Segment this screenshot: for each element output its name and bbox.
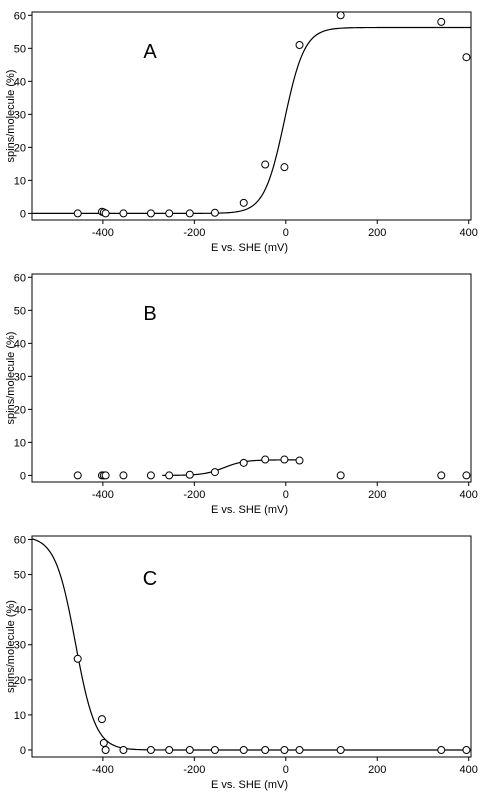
y-tick-label: 20	[14, 142, 26, 154]
y-tick-label: 0	[20, 470, 26, 482]
data-point	[437, 745, 446, 754]
data-point	[185, 470, 194, 479]
data-point	[119, 471, 128, 480]
y-tick-label: 30	[14, 109, 26, 121]
data-point	[336, 11, 345, 20]
data-point	[261, 160, 270, 169]
data-point	[99, 738, 108, 747]
y-tick-label: 0	[20, 745, 26, 757]
data-point	[462, 471, 471, 480]
data-point	[146, 471, 155, 480]
panel-c: -400 -200 0 200 400 0 10 20 30 40 50 60 E vs. SHE (m…	[5, 535, 478, 791]
fit-curve	[162, 459, 300, 476]
data-point	[73, 471, 82, 480]
y-axis-label: spins/molecule (%)	[5, 70, 17, 163]
data-point	[119, 745, 128, 754]
data-point	[210, 208, 219, 217]
y-tick-label: 40	[14, 605, 26, 617]
data-point	[165, 209, 174, 218]
x-tick-label: -400	[92, 764, 114, 776]
x-tick-label: 0	[283, 764, 289, 776]
data-point	[239, 458, 248, 467]
data-point	[336, 745, 345, 754]
plot-frame	[31, 535, 472, 758]
x-tick-label: 200	[368, 764, 386, 776]
data-point	[280, 455, 289, 464]
y-tick-label: 60	[14, 535, 26, 547]
y-tick-label: 20	[14, 675, 26, 687]
x-tick-label: -200	[183, 227, 205, 239]
y-tick-label: 60	[14, 272, 26, 284]
data-point	[239, 745, 248, 754]
y-tick-label: 10	[14, 175, 26, 187]
x-tick-label: -200	[183, 764, 205, 776]
data-point	[437, 17, 446, 26]
fit-curve	[31, 538, 471, 751]
data-point	[165, 471, 174, 480]
y-tick-label: 50	[14, 305, 26, 317]
x-tick-label: -400	[92, 227, 114, 239]
plot-frame	[31, 11, 472, 221]
data-point	[146, 745, 155, 754]
data-point	[437, 471, 446, 480]
data-point	[101, 471, 110, 480]
data-point	[336, 471, 345, 480]
plot-frame	[31, 273, 472, 483]
data-point	[295, 41, 304, 50]
y-tick-label: 40	[14, 338, 26, 350]
data-point	[210, 745, 219, 754]
y-tick-label: 30	[14, 371, 26, 383]
panel-a: -400 -200 0 200 400 0 10 20 30 40 50 60 E vs. SHE (m…	[5, 10, 478, 254]
y-axis-label: spins/molecule (%)	[5, 332, 17, 425]
data-point	[185, 745, 194, 754]
data-point	[165, 745, 174, 754]
y-tick-label: 30	[14, 640, 26, 652]
x-axis-label: E vs. SHE (mV)	[211, 779, 288, 791]
y-tick-label: 40	[14, 76, 26, 88]
panel-label: B	[143, 303, 156, 325]
x-tick-label: 0	[283, 227, 289, 239]
x-tick-label: -400	[92, 489, 114, 501]
data-point	[462, 53, 471, 62]
data-point	[280, 745, 289, 754]
data-point	[239, 198, 248, 207]
data-point	[210, 468, 219, 477]
data-point	[280, 163, 289, 172]
fit-curve	[32, 26, 471, 214]
y-tick-label: 60	[14, 10, 26, 22]
data-point	[185, 209, 194, 218]
data-point	[146, 209, 155, 218]
y-tick-label: 10	[14, 710, 26, 722]
data-point	[261, 455, 270, 464]
y-tick-label: 50	[14, 43, 26, 55]
y-axis-label: spins/molecule (%)	[5, 600, 17, 693]
data-point	[462, 745, 471, 754]
data-point	[73, 209, 82, 218]
y-tick-label: 20	[14, 404, 26, 416]
x-tick-label: 0	[283, 489, 289, 501]
y-tick-label: 0	[20, 208, 26, 220]
panel-label: A	[143, 41, 157, 63]
y-tick-label: 10	[14, 437, 26, 449]
data-point	[101, 209, 110, 218]
data-point	[97, 715, 106, 724]
x-tick-label: 400	[460, 227, 478, 239]
data-point	[261, 745, 270, 754]
y-tick-label: 50	[14, 570, 26, 582]
data-point	[295, 456, 304, 465]
x-tick-label: -200	[183, 489, 205, 501]
x-tick-label: 200	[368, 227, 386, 239]
x-axis-label: E vs. SHE (mV)	[211, 504, 288, 516]
panel-b: -400 -200 0 200 400 0 10 20 30 40 50 60 E vs. SHE (m…	[5, 272, 478, 516]
x-tick-label: 400	[460, 764, 478, 776]
panel-label: C	[143, 568, 157, 590]
data-point	[119, 209, 128, 218]
data-point	[295, 745, 304, 754]
data-point	[101, 745, 110, 754]
x-tick-label: 200	[368, 489, 386, 501]
x-tick-label: 400	[460, 489, 478, 501]
x-axis-label: E vs. SHE (mV)	[211, 242, 288, 254]
data-point	[73, 654, 82, 663]
